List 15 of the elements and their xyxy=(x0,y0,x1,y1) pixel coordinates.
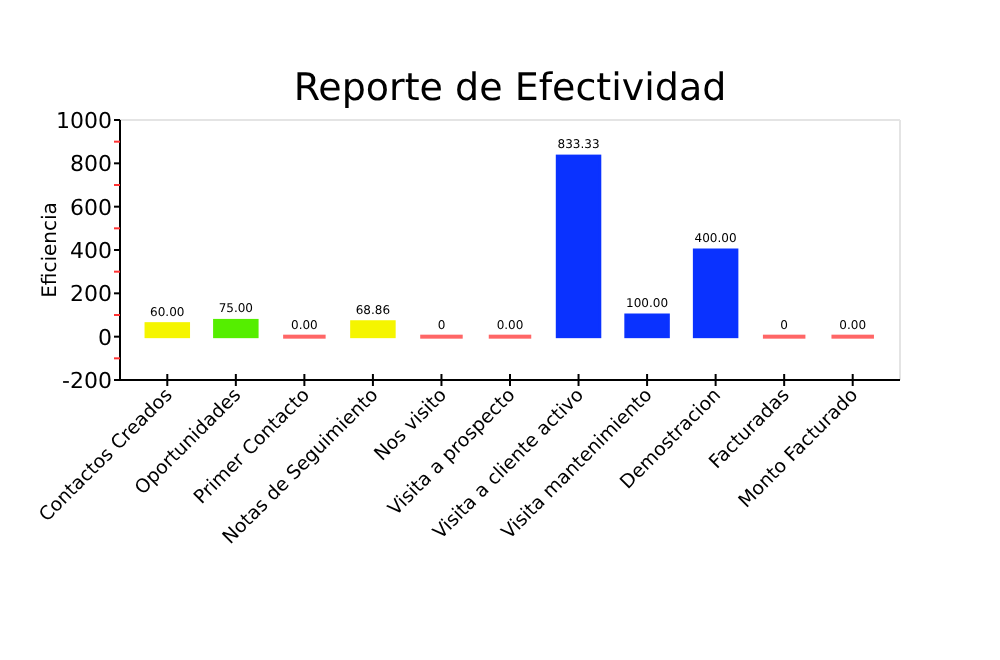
y-axis-title: Eficiencia xyxy=(40,202,62,298)
y-tick-label: -200 xyxy=(62,368,112,394)
y-tick-label: 600 xyxy=(70,194,112,221)
bar xyxy=(624,313,670,339)
y-tick-label: 400 xyxy=(70,238,112,264)
bar xyxy=(692,248,739,339)
bar xyxy=(555,154,602,339)
bar xyxy=(350,320,396,339)
chart-title: Reporte de Efectividad xyxy=(293,66,727,110)
bar xyxy=(144,322,191,339)
y-tick-label: 200 xyxy=(70,281,112,308)
bar xyxy=(213,318,259,339)
y-tick-label: 0 xyxy=(98,324,112,351)
y-tick-label: 800 xyxy=(70,151,112,178)
y-tick-label: 1000 xyxy=(56,108,112,134)
